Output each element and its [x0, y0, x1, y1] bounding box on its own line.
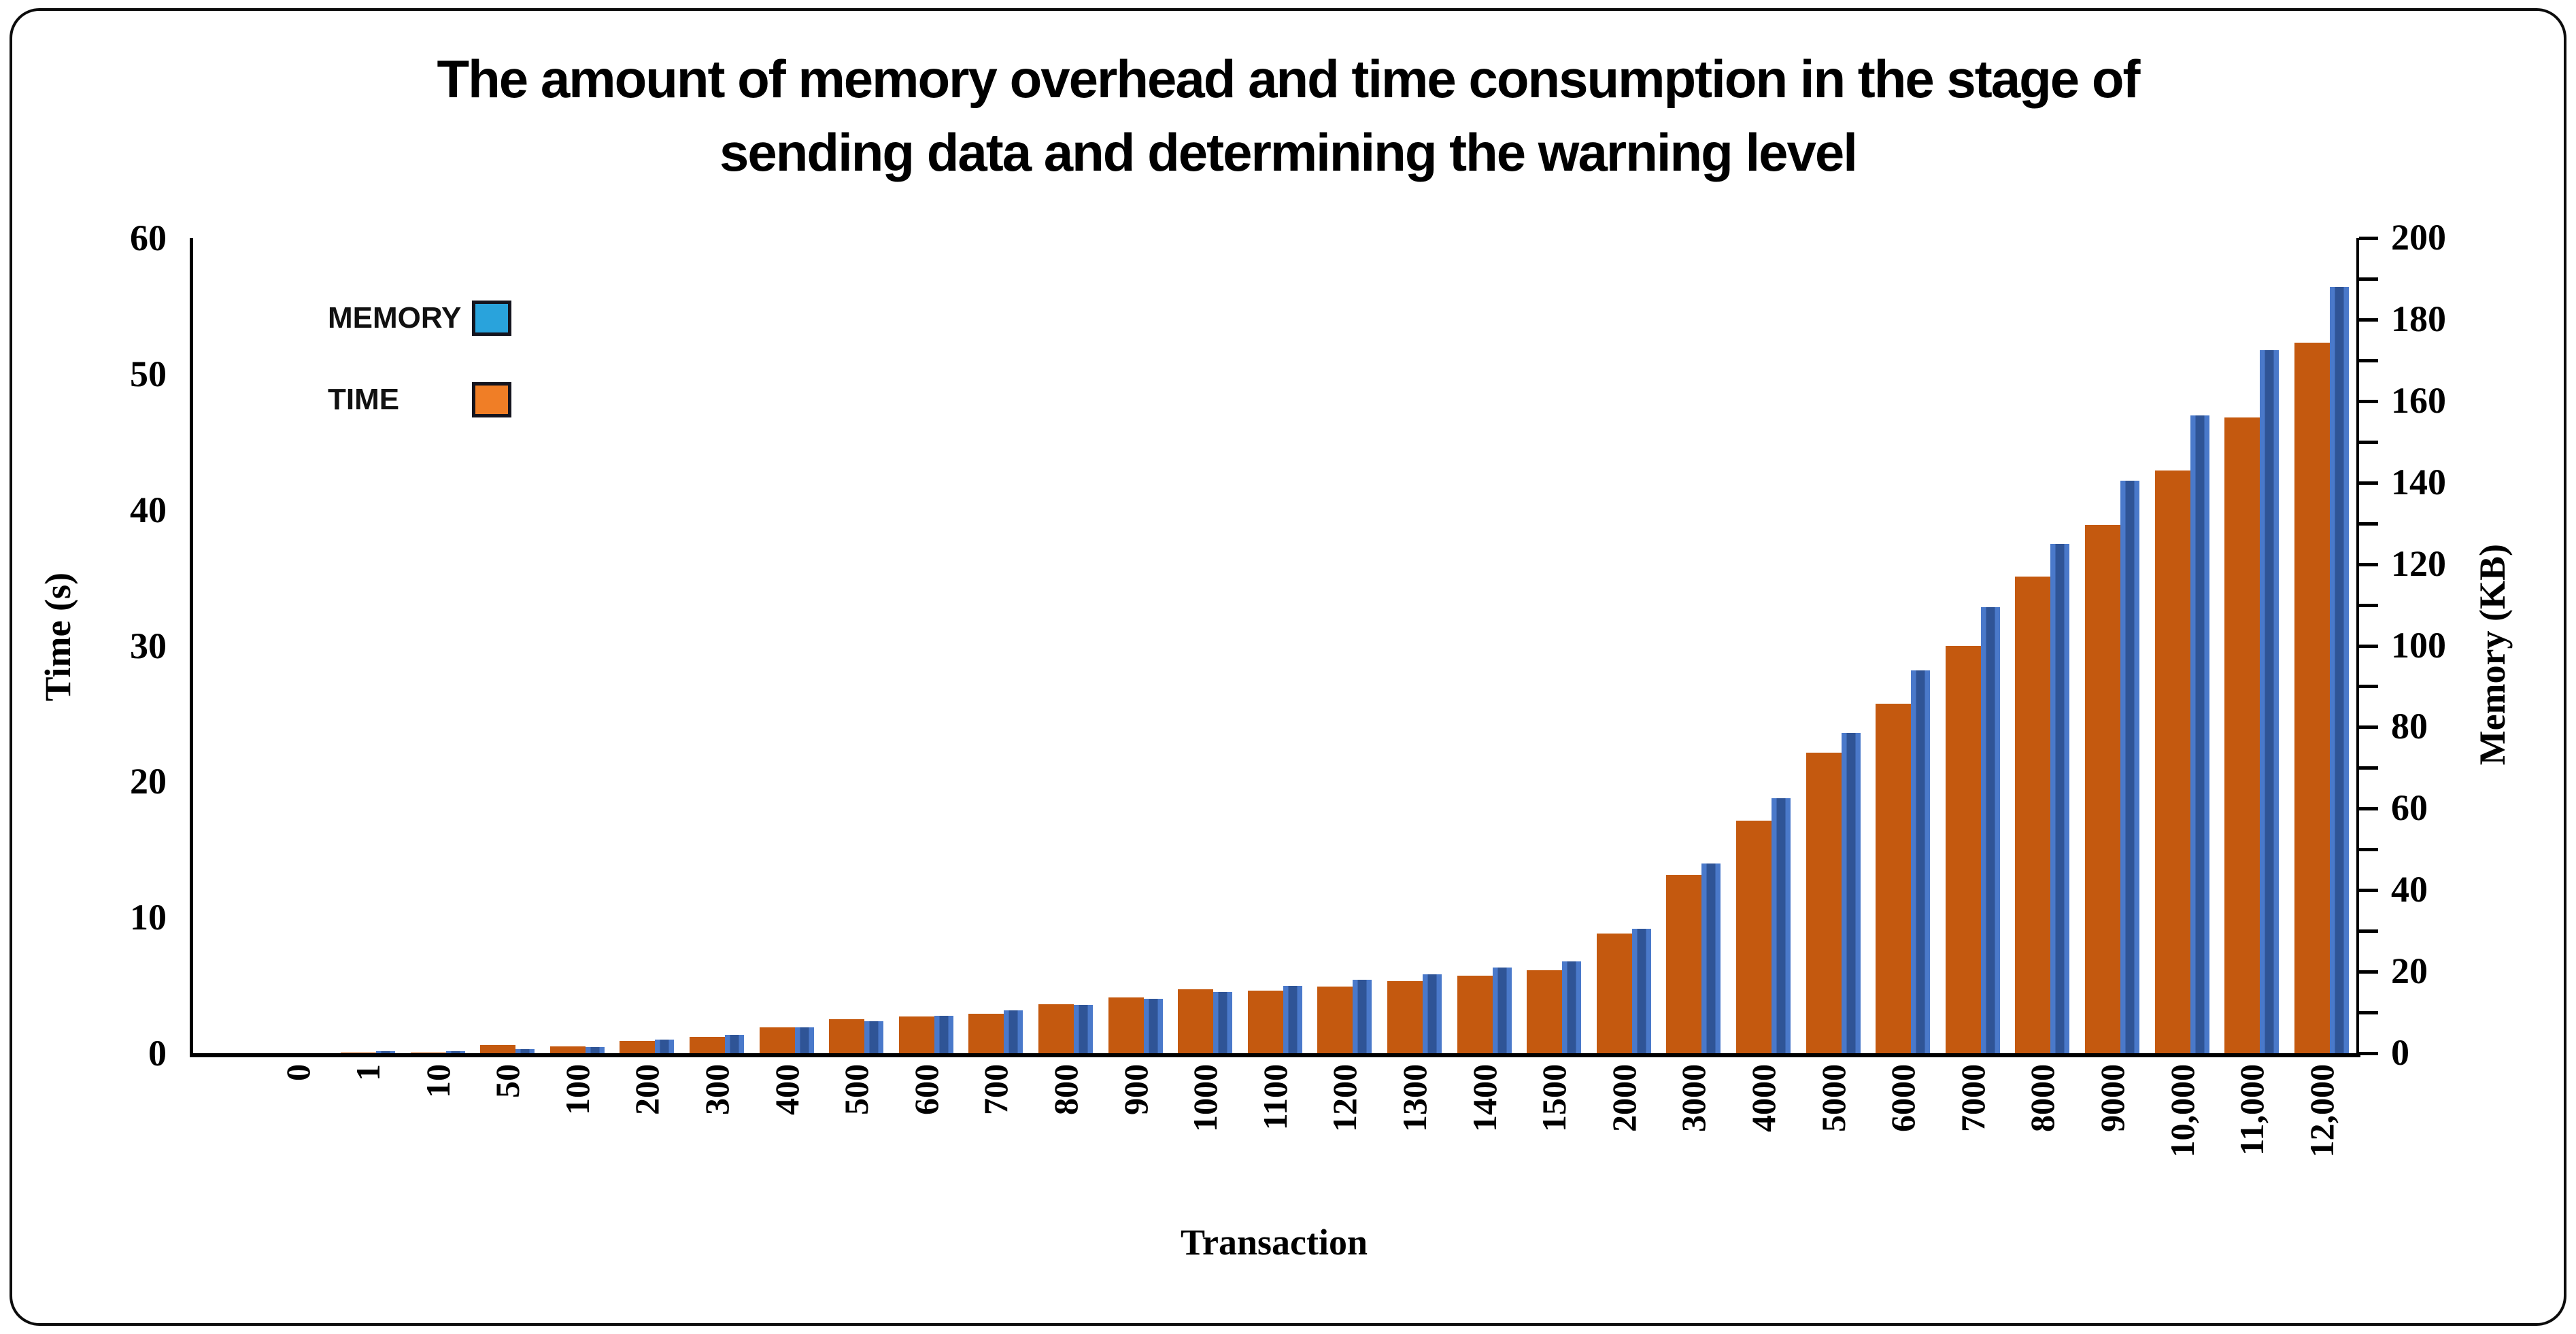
- bar-memory-700: [1004, 1010, 1023, 1053]
- legend-item-memory: MEMORY: [328, 299, 511, 337]
- bar-time-1500: [1527, 970, 1563, 1053]
- bar-time-900: [1108, 997, 1144, 1053]
- bar-time-50: [480, 1045, 516, 1053]
- bar-memory-1200: [1353, 980, 1372, 1053]
- bar-time-1000: [1178, 989, 1214, 1053]
- bar-time-1300: [1387, 981, 1423, 1053]
- bar-time-10,000: [2154, 470, 2190, 1053]
- bar-time-600: [898, 1016, 934, 1053]
- legend-label-time: TIME: [328, 383, 400, 416]
- bar-time-4000: [1735, 821, 1772, 1053]
- bar-time-2000: [1596, 934, 1632, 1053]
- bar-time-5000: [1806, 753, 1842, 1053]
- bar-memory-1: [375, 1051, 395, 1053]
- chart-title-line2: sending data and determining the warning…: [719, 122, 1858, 182]
- legend-swatch-memory-icon: [472, 301, 511, 336]
- x-axis-title: Transaction: [1180, 1222, 1368, 1263]
- plot-area: [192, 238, 2356, 1053]
- bar-memory-5000: [1841, 733, 1861, 1053]
- x-axis-line: [190, 1053, 2360, 1057]
- bar-time-6000: [1876, 704, 1912, 1053]
- bar-time-200: [620, 1041, 656, 1053]
- bar-time-100: [549, 1046, 586, 1053]
- bar-time-1100: [1247, 991, 1283, 1053]
- bar-memory-1400: [1492, 968, 1512, 1053]
- bar-memory-6000: [1911, 670, 1931, 1053]
- legend-label-memory: MEMORY: [328, 301, 462, 335]
- chart-title: The amount of memory overhead and time c…: [0, 42, 2576, 189]
- bar-memory-900: [1143, 998, 1163, 1053]
- bar-time-500: [829, 1019, 865, 1053]
- bar-time-3000: [1666, 875, 1702, 1053]
- bar-memory-1100: [1283, 985, 1302, 1053]
- bar-time-8000: [2015, 576, 2051, 1053]
- bar-time-800: [1038, 1004, 1074, 1053]
- bar-memory-8000: [2050, 543, 2070, 1053]
- left-axis-title: Time (s): [37, 572, 78, 702]
- bar-memory-1000: [1213, 992, 1233, 1053]
- figure-border: [10, 8, 2566, 1326]
- bar-memory-10,000: [2190, 415, 2209, 1053]
- bar-memory-1500: [1562, 961, 1582, 1053]
- bar-time-300: [689, 1037, 725, 1053]
- bar-memory-1300: [1422, 974, 1442, 1053]
- bar-time-1200: [1317, 987, 1353, 1053]
- bar-memory-500: [864, 1021, 884, 1053]
- bar-memory-400: [794, 1027, 814, 1053]
- legend-swatch-time-icon: [472, 382, 511, 417]
- right-axis-line: [2356, 238, 2359, 1057]
- chart-title-line1: The amount of memory overhead and time c…: [437, 49, 2141, 109]
- bar-memory-100: [585, 1047, 605, 1053]
- bar-memory-7000: [1980, 606, 2000, 1053]
- right-axis-title: Memory (KB): [2472, 544, 2513, 766]
- bar-memory-10: [445, 1051, 465, 1053]
- bar-memory-2000: [1631, 929, 1651, 1053]
- bar-time-1400: [1457, 976, 1493, 1053]
- bar-memory-12,000: [2329, 286, 2349, 1053]
- bar-time-11,000: [2224, 417, 2260, 1053]
- left-axis-line: [190, 238, 193, 1057]
- bar-memory-11,000: [2260, 349, 2280, 1053]
- bar-memory-200: [655, 1040, 675, 1053]
- bar-memory-50: [515, 1049, 535, 1053]
- bar-memory-300: [724, 1035, 744, 1053]
- bar-time-12,000: [2294, 342, 2330, 1053]
- legend-item-time: TIME: [328, 381, 511, 419]
- bar-memory-3000: [1701, 863, 1721, 1053]
- bar-memory-800: [1073, 1005, 1093, 1053]
- legend: MEMORY TIME: [328, 299, 511, 462]
- bar-time-9000: [2084, 524, 2120, 1053]
- bar-memory-600: [934, 1015, 953, 1053]
- bar-time-700: [968, 1014, 1004, 1053]
- bar-memory-4000: [1771, 798, 1791, 1053]
- bar-time-7000: [1945, 645, 1981, 1053]
- bar-time-400: [759, 1027, 795, 1053]
- bar-memory-9000: [2120, 480, 2139, 1053]
